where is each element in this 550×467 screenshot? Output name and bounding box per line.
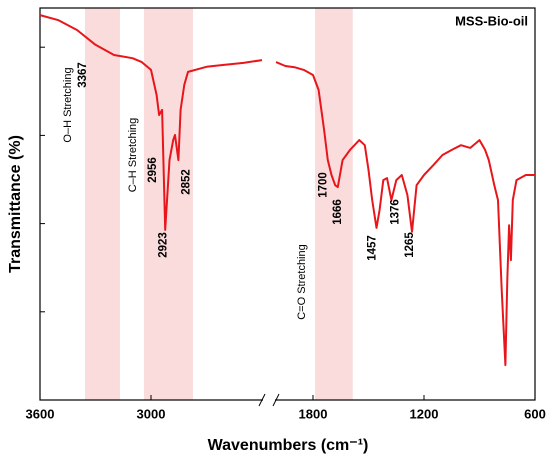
peak-label: 1666 (332, 199, 344, 225)
plot-frame (39, 7, 536, 401)
band (84, 8, 120, 400)
peak-label: 2956 (147, 157, 159, 183)
peak-label: 1376 (389, 199, 401, 225)
x-tick-label: 1800 (299, 406, 328, 421)
peak-label: 1457 (366, 235, 378, 261)
x-tick-label: 600 (524, 406, 546, 421)
peak-label: 2852 (180, 169, 192, 195)
x-tick-label: 3600 (26, 406, 55, 421)
y-axis-label: Transmittance (%) (7, 135, 24, 273)
band-label: C–H Stretching (127, 118, 139, 193)
x-axis-label: Wavenumbers (cm⁻¹) (208, 437, 369, 454)
band (143, 8, 193, 400)
band-label: C=O Stretching (296, 244, 308, 320)
axis-break-gap (263, 394, 275, 406)
peak-label: 3367 (77, 62, 89, 88)
peak-label: 2923 (157, 232, 169, 258)
peak-label: 1700 (318, 172, 330, 198)
axis-break-mark (272, 393, 280, 407)
peak-label: 1265 (404, 232, 416, 258)
x-tick-label: 1200 (410, 406, 439, 421)
x-tick-label: 3000 (137, 406, 166, 421)
spectrum-line (39, 14, 535, 367)
band (315, 8, 353, 400)
chart-title: MSS-Bio-oil (455, 13, 528, 28)
axis-break-mark (258, 393, 266, 407)
band-label: O–H Stretching (62, 67, 74, 142)
